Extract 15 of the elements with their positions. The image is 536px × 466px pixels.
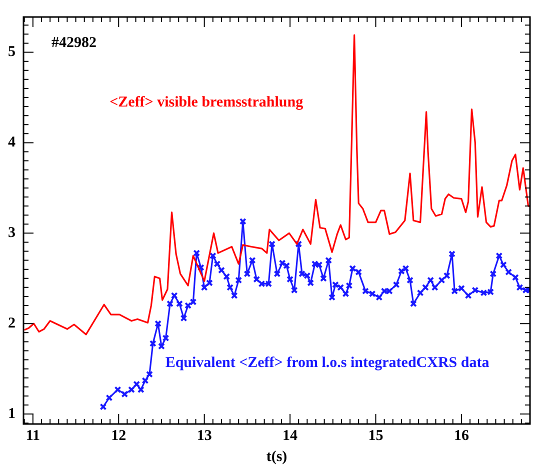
x-tick-label: 12 <box>111 428 126 444</box>
x-tick-label: 14 <box>282 428 298 444</box>
y-tick-label: 5 <box>8 44 16 60</box>
annotation: #42982 <box>52 34 96 51</box>
x-tick-label: 16 <box>454 428 470 444</box>
y-tick-label: 2 <box>8 315 16 332</box>
x-tick-label: 13 <box>196 428 212 444</box>
y-tick-label: 3 <box>8 225 16 242</box>
y-tick-label: 1 <box>8 406 16 422</box>
text: <Zeff> visible bremsstrahlung <box>110 94 304 110</box>
x-axis-title: t(s) <box>266 448 288 465</box>
x-tick-label: 15 <box>368 428 384 444</box>
series-label: Equivalent <Zeff> from l.o.s integratedCXRS data <box>165 354 490 371</box>
x-tick-label: 11 <box>26 428 40 444</box>
y-tick-label: 4 <box>8 134 16 151</box>
